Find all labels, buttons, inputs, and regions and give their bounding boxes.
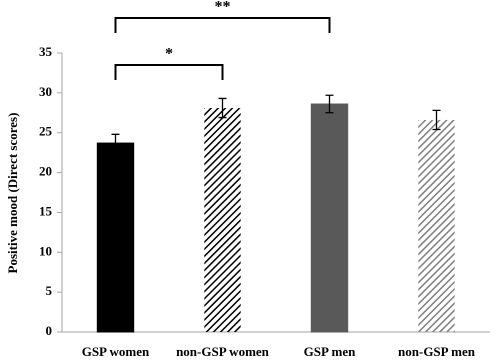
bar	[96, 142, 135, 333]
y-tick-label: 35	[39, 44, 53, 59]
x-tick-label: non-GSP women	[176, 344, 270, 359]
x-tick-label: GSP men	[304, 344, 356, 359]
y-tick-label: 20	[39, 164, 52, 179]
significance-label: *	[165, 46, 173, 63]
y-axis-label: Positive mood (Direct scores)	[5, 113, 20, 274]
y-tick-label: 25	[39, 124, 53, 139]
x-tick-label: GSP women	[82, 344, 150, 359]
significance-bracket	[114, 64, 224, 80]
error-bar	[325, 94, 334, 114]
bar	[418, 119, 455, 333]
y-tick-label: 5	[46, 283, 53, 298]
x-tick-label: non-GSP men	[398, 344, 476, 359]
y-tick-label: 10	[39, 243, 52, 258]
y-tick-label: 30	[39, 84, 52, 99]
significance-label: **	[215, 0, 231, 16]
error-bar	[111, 133, 120, 153]
error-bar	[218, 97, 227, 119]
y-tick-label: 0	[46, 323, 53, 338]
error-bar	[432, 109, 441, 131]
y-tick-label: 15	[39, 203, 53, 218]
significance-bracket	[114, 17, 331, 33]
bar	[310, 103, 349, 333]
bar	[204, 108, 241, 332]
